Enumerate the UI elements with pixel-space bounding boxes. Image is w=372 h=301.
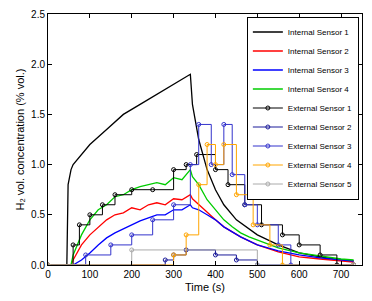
svg-text:External Sensor 3: External Sensor 3 xyxy=(288,142,352,151)
svg-text:Internal Sensor 4: Internal Sensor 4 xyxy=(288,85,349,94)
svg-text:500: 500 xyxy=(249,269,266,280)
svg-text:700: 700 xyxy=(333,269,350,280)
svg-text:0: 0 xyxy=(45,269,51,280)
svg-text:1.5: 1.5 xyxy=(31,109,45,120)
svg-text:External Sensor 4: External Sensor 4 xyxy=(288,161,352,170)
svg-text:Internal Sensor 2: Internal Sensor 2 xyxy=(288,47,349,56)
svg-text:1.0: 1.0 xyxy=(31,159,45,170)
svg-text:0.5: 0.5 xyxy=(31,209,45,220)
svg-text:2.5: 2.5 xyxy=(31,9,45,20)
svg-text:600: 600 xyxy=(291,269,308,280)
svg-text:External Sensor 5: External Sensor 5 xyxy=(288,180,352,189)
svg-text:H₂ vol. concentration (% vol.): H₂ vol. concentration (% vol.) xyxy=(14,69,26,211)
svg-text:200: 200 xyxy=(123,269,140,280)
svg-text:Time (s): Time (s) xyxy=(185,281,225,293)
svg-text:Internal Sensor 3: Internal Sensor 3 xyxy=(288,66,349,75)
svg-text:400: 400 xyxy=(207,269,224,280)
svg-text:100: 100 xyxy=(82,269,99,280)
svg-text:External Sensor 1: External Sensor 1 xyxy=(288,104,352,113)
svg-text:External Sensor 2: External Sensor 2 xyxy=(288,123,352,132)
svg-text:2.0: 2.0 xyxy=(31,59,45,70)
svg-text:Internal Sensor 1: Internal Sensor 1 xyxy=(288,28,349,37)
svg-text:300: 300 xyxy=(165,269,182,280)
svg-text:0.0: 0.0 xyxy=(31,260,45,271)
